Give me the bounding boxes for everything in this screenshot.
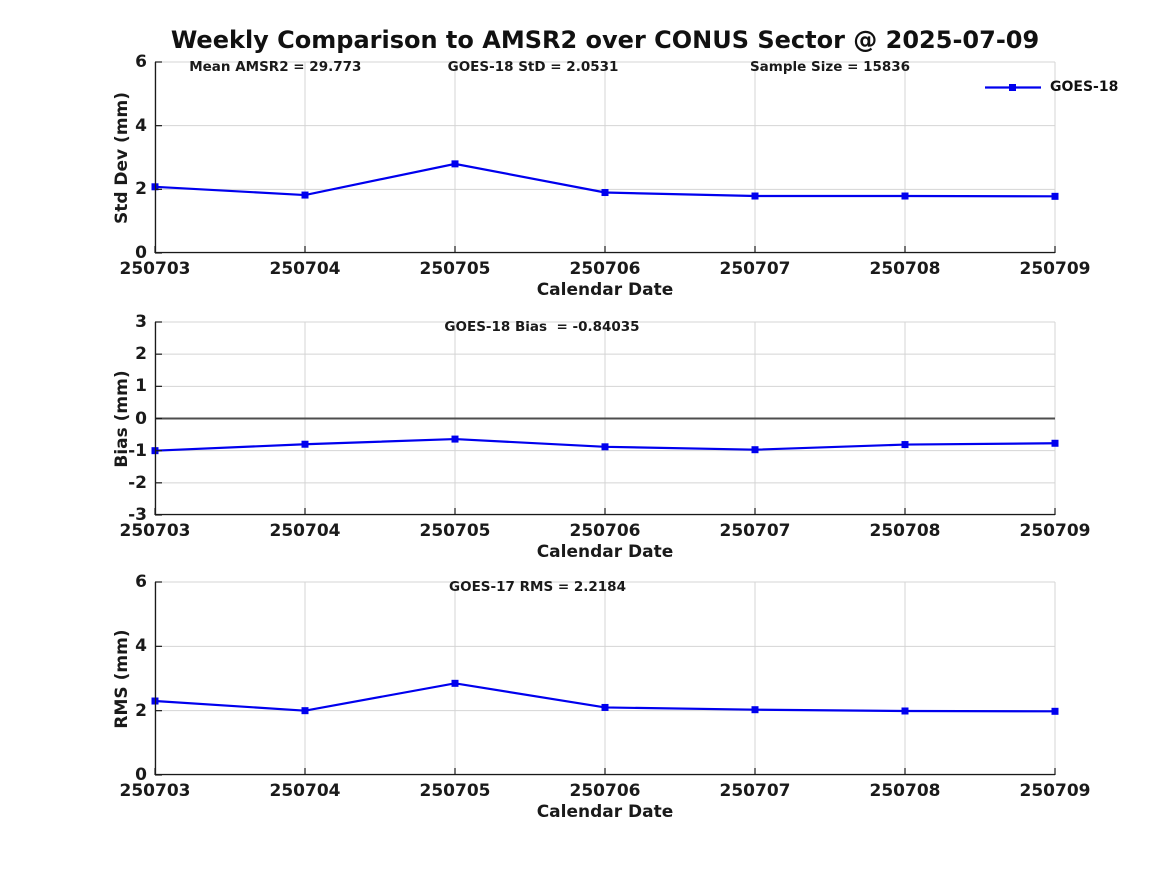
xtick-label: 250704 <box>269 259 341 279</box>
ytick-label: 6 <box>135 572 147 592</box>
data-point-marker <box>901 707 909 715</box>
data-point-marker <box>1051 439 1059 447</box>
data-point-marker <box>601 189 609 197</box>
y-axis-label: Bias (mm) <box>112 369 132 468</box>
data-point-marker <box>1051 192 1059 200</box>
plot-annotation: GOES-17 RMS = 2.2184 <box>449 579 626 595</box>
plot-annotation: Mean AMSR2 = 29.773 <box>189 59 362 75</box>
data-point-marker <box>601 703 609 711</box>
plot-annotation: GOES-18 StD = 2.0531 <box>447 59 619 75</box>
data-point-marker <box>751 192 759 200</box>
data-point-marker <box>451 160 459 168</box>
ytick-label: 3 <box>135 312 147 332</box>
ytick-label: -3 <box>128 505 147 525</box>
xtick-label: 250708 <box>869 259 941 279</box>
data-point-marker <box>751 446 759 454</box>
data-point-marker <box>301 191 309 199</box>
xtick-label: 250703 <box>119 781 191 801</box>
data-point-marker <box>901 441 909 449</box>
xtick-label: 250705 <box>419 259 491 279</box>
ytick-label: 4 <box>135 636 147 657</box>
plot-canvas-rms-panel <box>151 581 1059 776</box>
x-axis-label: Calendar Date <box>536 542 674 562</box>
data-point-marker <box>451 435 459 443</box>
data-point-marker <box>751 706 759 714</box>
data-point-marker <box>451 679 459 687</box>
y-axis-label: RMS (mm) <box>112 628 132 729</box>
xtick-label: 250703 <box>119 259 191 279</box>
xtick-label: 250703 <box>119 521 191 541</box>
x-axis-label: Calendar Date <box>536 280 674 300</box>
xtick-label: 250706 <box>569 781 641 801</box>
ytick-label: 0 <box>135 408 147 429</box>
ytick-label: 1 <box>135 376 147 397</box>
xtick-label: 250708 <box>869 521 941 541</box>
xtick-label: 250705 <box>419 521 491 541</box>
data-point-marker <box>601 443 609 451</box>
plot-annotation: Sample Size = 15836 <box>749 59 911 75</box>
ytick-label: 0 <box>135 243 147 263</box>
data-point-marker <box>901 192 909 200</box>
ytick-label: -2 <box>128 472 147 493</box>
chart-title: Weekly Comparison to AMSR2 over CONUS Se… <box>170 26 1040 54</box>
xtick-label: 250708 <box>869 781 941 801</box>
xtick-label: 250705 <box>419 781 491 801</box>
ytick-label: 6 <box>135 52 147 72</box>
ytick-label: 4 <box>135 115 147 136</box>
data-point-marker <box>1051 707 1059 715</box>
xtick-label: 250709 <box>1019 259 1091 279</box>
ytick-label: 2 <box>135 700 147 721</box>
ytick-label: 0 <box>135 765 147 785</box>
legend-label: GOES-18 <box>1050 79 1119 95</box>
ytick-label: 2 <box>135 344 147 365</box>
xtick-label: 250709 <box>1019 781 1091 801</box>
ytick-label: -1 <box>128 440 147 461</box>
legend: GOES-18 <box>984 79 1118 96</box>
ytick-label: 2 <box>135 179 147 200</box>
xtick-label: 250707 <box>719 521 791 541</box>
xtick-label: 250706 <box>569 259 641 279</box>
legend-line-marker-icon <box>985 84 1041 91</box>
xtick-label: 250707 <box>719 259 791 279</box>
xtick-label: 250709 <box>1019 521 1091 541</box>
xtick-label: 250704 <box>269 521 341 541</box>
data-point-marker <box>301 440 309 448</box>
xtick-label: 250707 <box>719 781 791 801</box>
x-axis-label: Calendar Date <box>536 802 674 822</box>
plot-annotation: GOES-18 Bias = -0.84035 <box>444 319 640 335</box>
plot-canvas-std-dev-panel <box>151 61 1059 254</box>
legend-marker <box>1009 84 1016 91</box>
plot-canvas-bias-panel <box>151 321 1059 516</box>
data-point-marker <box>301 707 309 715</box>
xtick-label: 250706 <box>569 521 641 541</box>
xtick-label: 250704 <box>269 781 341 801</box>
y-axis-label: Std Dev (mm) <box>112 91 132 224</box>
